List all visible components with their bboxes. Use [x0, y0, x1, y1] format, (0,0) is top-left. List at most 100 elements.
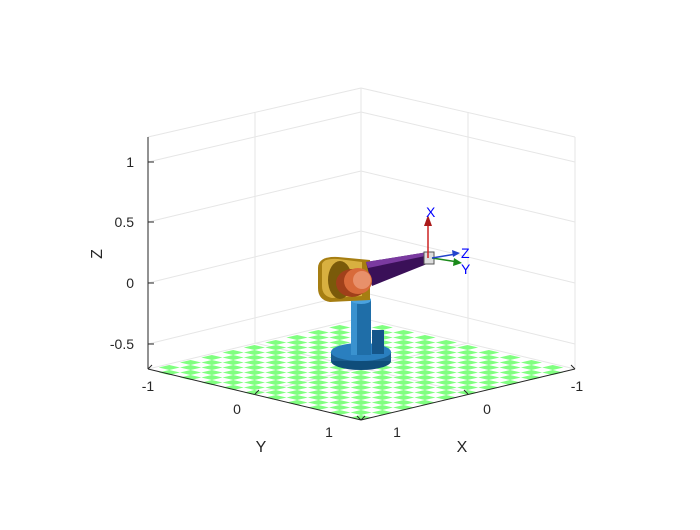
floor-tile [414, 360, 436, 365]
floor-tile [350, 410, 372, 415]
floor-tile [414, 400, 436, 405]
floor-tile [307, 355, 329, 360]
floor-tile [265, 390, 287, 395]
floor-tile [392, 350, 415, 355]
floor-tile [414, 350, 436, 355]
floor-tile [307, 330, 329, 335]
floor-tile [307, 365, 329, 370]
floor-tile [307, 385, 330, 390]
floor-tile [265, 380, 287, 385]
floor-tile [329, 325, 351, 330]
floor-tile [243, 385, 266, 390]
floor-tile [371, 390, 393, 395]
floor-tile [392, 340, 415, 345]
frame-y-label: Y [461, 261, 471, 277]
floor-tile [392, 365, 415, 370]
floor-tile [243, 380, 266, 385]
floor-tile [329, 330, 351, 335]
floor-tile [222, 355, 244, 360]
floor-tile [414, 385, 436, 390]
floor-tile [371, 400, 393, 405]
x-axis-line [360, 368, 576, 421]
floor-tile [393, 400, 415, 405]
floor-tile [350, 375, 372, 380]
floor-tile [243, 390, 266, 395]
floor-tile [265, 375, 287, 380]
floor-tile [201, 375, 223, 380]
floor-tile [414, 390, 436, 395]
floor-tile [435, 340, 457, 345]
floor-tile [307, 340, 329, 345]
floor-tile [499, 375, 521, 380]
floor-tile [201, 370, 223, 375]
floor-tile [435, 370, 457, 375]
floor-tile [329, 405, 351, 410]
floor-tile [371, 405, 393, 410]
floor-tile [499, 360, 521, 365]
floor-tile [286, 375, 308, 380]
axis-labels: Z Y X [89, 249, 468, 456]
floor-tile [350, 385, 372, 390]
floor-tile [307, 350, 330, 355]
floor-tile [307, 370, 330, 375]
floor-tile [201, 360, 223, 365]
floor-tile [520, 360, 542, 365]
floor-tile [265, 355, 287, 360]
x-axis-label: X [457, 439, 468, 456]
frame-z-arrow [452, 250, 460, 257]
floor-tile [414, 340, 436, 345]
floor-tile [329, 410, 351, 415]
floor-tile [393, 375, 415, 380]
floor-tile [286, 345, 308, 350]
floor-tile [392, 360, 415, 365]
floor-tile [435, 355, 457, 360]
floor-tile [350, 405, 372, 410]
frame-labels: X Z Y [426, 204, 471, 277]
floor-tile [414, 355, 436, 360]
floor-tile [478, 385, 500, 390]
floor-tile [243, 350, 266, 355]
floor-tile [499, 365, 521, 370]
floor-tile [350, 415, 372, 420]
floor-tile [392, 390, 415, 395]
robot-base [331, 296, 391, 370]
floor-tile [456, 375, 479, 380]
y-tick-label: 0 [233, 401, 241, 417]
floor-tile [414, 365, 436, 370]
floor-tile [201, 355, 223, 360]
z-axis-label: Z [89, 249, 106, 259]
x-tick-label: 0 [483, 401, 491, 417]
floor-tile [265, 370, 287, 375]
floor-tile [286, 390, 308, 395]
floor-tile [371, 380, 393, 385]
floor-tile [435, 350, 457, 355]
floor-tile [222, 365, 244, 370]
floor-tile [329, 340, 351, 345]
y-tick-label: -1 [142, 378, 155, 394]
floor-tile [435, 375, 457, 380]
floor-tile [542, 370, 564, 375]
floor-tile [158, 370, 180, 375]
floor-tile [499, 370, 521, 375]
floor-tile [329, 395, 351, 400]
axis-lines [147, 137, 576, 421]
floor-tile [371, 410, 393, 415]
floor-tile [435, 390, 457, 395]
floor-tile [307, 390, 330, 395]
floor-tile [265, 345, 287, 350]
floor-tile [456, 370, 479, 375]
floor-tile [393, 405, 415, 410]
robot-elbow [336, 268, 372, 297]
y-axis-label: Y [256, 439, 267, 456]
floor-tile [456, 360, 479, 365]
floor-tile [456, 365, 479, 370]
floor-tile [520, 375, 542, 380]
floor-tile [222, 380, 244, 385]
floor-tile [201, 365, 223, 370]
tick-labels: 1 0.5 0 -0.5 -1 0 1 1 0 -1 [110, 154, 584, 440]
floor-tile [435, 365, 457, 370]
floor-tile [307, 395, 330, 400]
floor-tile [478, 360, 500, 365]
